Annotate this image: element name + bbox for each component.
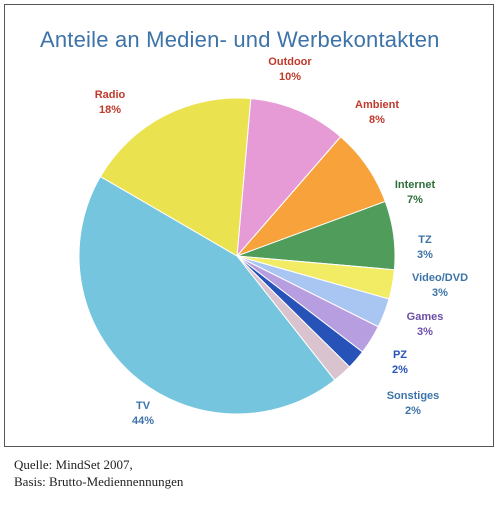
pie-slice-radio — [99, 97, 252, 257]
slice-label-pz: PZ — [393, 349, 407, 361]
slice-value-tv: 44% — [132, 415, 154, 427]
pie-slice-outdoor — [236, 98, 342, 258]
pie-slice-tv — [78, 175, 336, 415]
slice-value-tz: 3% — [417, 249, 433, 261]
slice-value-outdoor: 10% — [279, 71, 301, 83]
slice-value-internet: 7% — [407, 194, 423, 206]
chart-title: Anteile an Medien- und Werbekontakten — [40, 27, 440, 52]
slice-value-radio: 18% — [99, 104, 121, 116]
slice-label-games: Games — [407, 311, 444, 323]
slice-label-internet: Internet — [395, 179, 436, 191]
pie-chart: Outdoor 10% Ambient 8% Internet 7% TZ 3% Video/D… — [78, 56, 468, 427]
slice-value-video-dvd: 3% — [432, 287, 448, 299]
source-caption: Quelle: MindSet 2007, Basis: Brutto-Medi… — [14, 456, 494, 490]
slice-label-sonstiges: Sonstiges — [387, 390, 440, 402]
chart-frame: Anteile an Medien- und Werbekontakten Ou… — [4, 4, 494, 447]
slice-value-sonstiges: 2% — [405, 405, 421, 417]
slice-label-tz: TZ — [418, 234, 432, 246]
slice-label-outdoor: Outdoor — [268, 56, 312, 68]
slice-label-ambient: Ambient — [355, 99, 399, 111]
slice-label-video-dvd: Video/DVD — [412, 272, 468, 284]
basis-line: Basis: Brutto-Mediennennungen — [14, 474, 184, 489]
slice-label-tv: TV — [136, 400, 151, 412]
source-line: Quelle: MindSet 2007, — [14, 457, 133, 472]
slice-value-games: 3% — [417, 326, 433, 338]
slice-label-radio: Radio — [95, 89, 126, 101]
slice-value-ambient: 8% — [369, 114, 385, 126]
slice-value-pz: 2% — [392, 364, 408, 376]
